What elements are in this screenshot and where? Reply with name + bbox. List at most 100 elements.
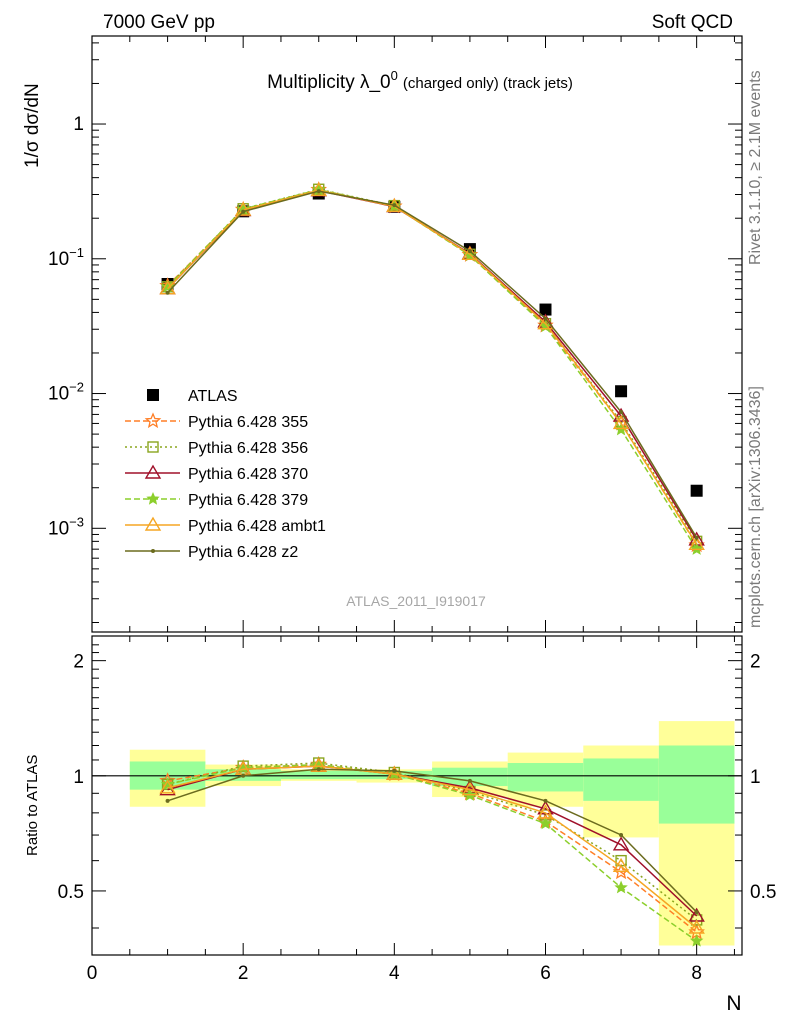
- legend-label-p356: Pythia 6.428 356: [188, 440, 308, 457]
- ratio-point-ambt1: [159, 779, 176, 794]
- ratio-point-ambt1: [612, 857, 630, 872]
- analysis-label: ATLAS_2011_I919017: [346, 593, 486, 609]
- series-point-z2: [316, 189, 321, 194]
- bottom-y-axis-label: Ratio to ATLAS: [24, 755, 41, 856]
- ratio-band-inner: [507, 763, 584, 792]
- y-tick-mantissa: 1: [73, 114, 84, 135]
- chart-title-tail: (charged only) (track jets): [403, 75, 573, 92]
- ratio-point-p379: [614, 880, 628, 894]
- ratio-point-ambt1: [461, 781, 479, 796]
- series-point-ambt1: [234, 201, 252, 216]
- top-panel-series: [159, 181, 705, 555]
- ratio-point-p379: [689, 933, 704, 947]
- ratio-line-z2: [167, 768, 698, 913]
- legend-marker-p370: [144, 464, 162, 479]
- series-line-p356: [167, 188, 698, 542]
- series-line-ambt1: [167, 189, 698, 545]
- rivet-label: Rivet 3.1.10, ≥ 2.1M events: [747, 70, 764, 265]
- ratio-point-z2: [165, 798, 170, 803]
- legend-label-atlas: ATLAS: [188, 388, 238, 405]
- axes-layer: 0 2 4 6 810−310−210−110.5 0.51 12 2: [48, 35, 776, 984]
- series-point-atlas: [539, 303, 552, 316]
- ratio-band-inner: [658, 745, 735, 824]
- ratio-panel-series: [159, 755, 705, 947]
- legend-label-p379: Pythia 6.428 379: [188, 492, 308, 509]
- y-tick-mantissa: 10: [48, 249, 69, 270]
- ratio-point-z2: [392, 768, 397, 773]
- ratio-point-z2: [316, 767, 321, 772]
- y-tick-label: 10−3: [48, 514, 84, 539]
- y-tick-label: 1: [73, 114, 84, 135]
- ratio-y-tick-label-right: 1: [750, 767, 761, 788]
- legend-label-ambt1: Pythia 6.428 ambt1: [188, 518, 326, 535]
- y-tick-exponent: −1: [69, 245, 84, 260]
- top-y-axis-label: 1/σ dσ/dN: [22, 83, 43, 168]
- y-tick-exponent: −2: [69, 380, 84, 395]
- ratio-y-tick-label: 1: [73, 767, 84, 788]
- ratio-y-tick-label: 0.5: [58, 882, 84, 903]
- series-point-ambt1: [386, 197, 403, 213]
- x-tick-label: 2: [238, 963, 249, 984]
- legend-marker-z2: [151, 549, 155, 553]
- bottom-plot-frame: [91, 635, 743, 956]
- y-tick-label: 10−1: [48, 245, 84, 270]
- y-tick-label: 10−2: [48, 380, 84, 405]
- header-left-label: 7000 GeV pp: [103, 12, 215, 33]
- ratio-point-z2: [619, 833, 624, 838]
- ratio-band-inner: [583, 758, 659, 801]
- series-point-p370: [612, 407, 630, 422]
- series-point-z2: [392, 203, 397, 208]
- ratio-line-p355: [167, 763, 698, 933]
- ratio-point-ambt1: [386, 765, 403, 780]
- chart-title-main: Multiplicity λ_0: [267, 72, 391, 93]
- legend-marker-p355: [144, 412, 162, 429]
- legend-label-p355: Pythia 6.428 355: [188, 414, 308, 431]
- ratio-point-p356: [690, 914, 703, 926]
- legend-marker-ambt1: [144, 516, 162, 531]
- series-point-z2: [694, 535, 699, 540]
- legend-marker-p356: [147, 441, 159, 453]
- series-point-ambt1: [688, 535, 705, 551]
- ratio-y-tick-label: 2: [73, 652, 84, 673]
- legend-marker-p379: [146, 491, 160, 505]
- series-point-p379: [689, 542, 704, 555]
- x-tick-label: 0: [87, 963, 98, 984]
- ratio-point-z2: [467, 778, 472, 783]
- top-plot-frame: [91, 35, 743, 633]
- y-tick-mantissa: 10: [48, 518, 69, 539]
- chart-title-superscript: 0: [391, 68, 398, 83]
- series-point-ambt1: [310, 181, 327, 197]
- chart-title: Multiplicity λ_00 (charged only) (track j…: [267, 68, 573, 93]
- ratio-point-p379: [538, 816, 553, 830]
- ratio-point-ambt1: [688, 919, 705, 934]
- series-point-z2: [467, 249, 472, 254]
- ratio-band-inner: [280, 770, 357, 780]
- x-axis-label: N: [726, 992, 741, 1015]
- ratio-point-z2: [241, 773, 246, 778]
- ratio-line-p379: [167, 763, 698, 942]
- series-point-atlas: [690, 484, 703, 497]
- y-tick-exponent: −3: [69, 514, 84, 529]
- ratio-point-z2: [694, 910, 699, 915]
- series-point-z2: [165, 290, 170, 295]
- x-tick-label: 6: [540, 963, 551, 984]
- x-tick-label: 4: [389, 963, 400, 984]
- ratio-point-ambt1: [537, 804, 554, 819]
- legend-marker-atlas: [147, 389, 159, 401]
- series-point-z2: [543, 316, 548, 321]
- y-tick-mantissa: 10: [48, 384, 69, 405]
- legend: ATLAS Pythia 6.428 355 Pythia 6.428 356 Pyt…: [125, 388, 326, 561]
- ratio-line-ambt1: [167, 765, 698, 929]
- x-tick-label: 8: [691, 963, 702, 984]
- series-point-z2: [619, 409, 624, 414]
- header-right-label: Soft QCD: [652, 12, 733, 33]
- series-point-ambt1: [612, 415, 630, 430]
- series-point-z2: [241, 209, 246, 214]
- ratio-band-inner: [432, 767, 508, 787]
- series-point-atlas: [615, 385, 628, 398]
- source-label: mcplots.cern.ch [arXiv:1306.3436]: [747, 386, 764, 628]
- series-line-p370: [167, 189, 698, 541]
- legend-label-z2: Pythia 6.428 z2: [188, 544, 298, 561]
- series-line-z2: [167, 190, 698, 539]
